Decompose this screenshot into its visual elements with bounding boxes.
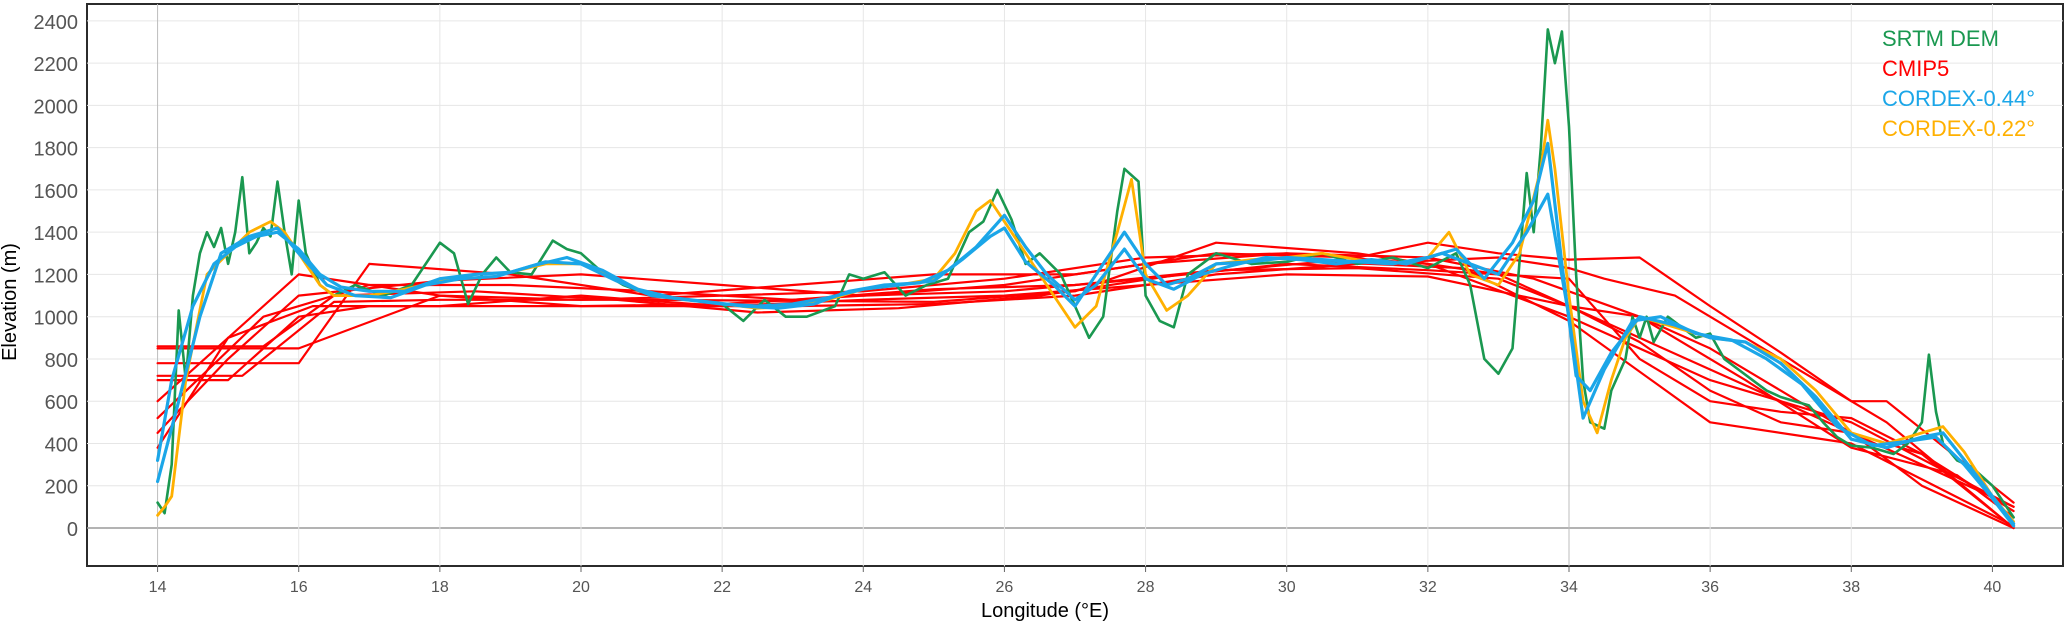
x-tick-label: 24	[854, 579, 872, 596]
grid	[87, 4, 2063, 566]
series-layer	[156, 28, 2016, 530]
y-tick-label: 400	[45, 434, 78, 456]
y-tick-label: 1400	[34, 223, 79, 245]
x-tick-label: 40	[1984, 579, 2002, 596]
y-tick-label: 1800	[34, 139, 79, 161]
y-tick-label: 1200	[34, 265, 79, 287]
y-axis-title: Elevation (m)	[0, 243, 21, 361]
y-tick-label: 800	[45, 350, 78, 372]
x-axis-title: Longitude (°E)	[981, 600, 1109, 622]
legend-entry: SRTM DEM	[1882, 26, 1999, 51]
x-tick-label: 14	[149, 579, 167, 596]
y-tick-label: 2400	[34, 12, 79, 34]
x-tick-label: 38	[1842, 579, 1860, 596]
series-line-cordex-0-44	[156, 192, 2016, 528]
legend-entry: CORDEX-0.22°	[1882, 116, 2035, 141]
series-line-srtm-dem	[156, 28, 2015, 519]
legend-entry: CORDEX-0.44°	[1882, 86, 2035, 111]
legend: SRTM DEM CMIP5 CORDEX-0.44° CORDEX-0.22°	[1882, 26, 2035, 141]
x-tick-label: 26	[996, 579, 1014, 596]
y-tick-label: 600	[45, 392, 78, 414]
x-tick-label: 30	[1278, 579, 1296, 596]
x-tick-label: 28	[1137, 579, 1155, 596]
y-tick-label: 2200	[34, 54, 79, 76]
y-tick-label: 200	[45, 477, 78, 499]
x-tick-label: 22	[713, 579, 731, 596]
axes: 0 200 400 600 800 1000 1200 1400 1600 1800 2000 220…	[34, 12, 2002, 596]
x-tick-label: 18	[431, 579, 449, 596]
x-tick-label: 16	[290, 579, 308, 596]
x-tick-label: 20	[572, 579, 590, 596]
y-tick-label: 1000	[34, 308, 79, 330]
series-line-cmip5	[156, 241, 2015, 504]
y-tick-label: 0	[67, 519, 78, 541]
x-tick-label: 34	[1560, 579, 1578, 596]
legend-entry: CMIP5	[1882, 56, 1949, 81]
y-tick-label: 1600	[34, 181, 79, 203]
series-line-cmip5	[156, 252, 2015, 519]
x-tick-label: 36	[1701, 579, 1719, 596]
y-tick-label: 2000	[34, 96, 79, 118]
x-tick-label: 32	[1419, 579, 1437, 596]
